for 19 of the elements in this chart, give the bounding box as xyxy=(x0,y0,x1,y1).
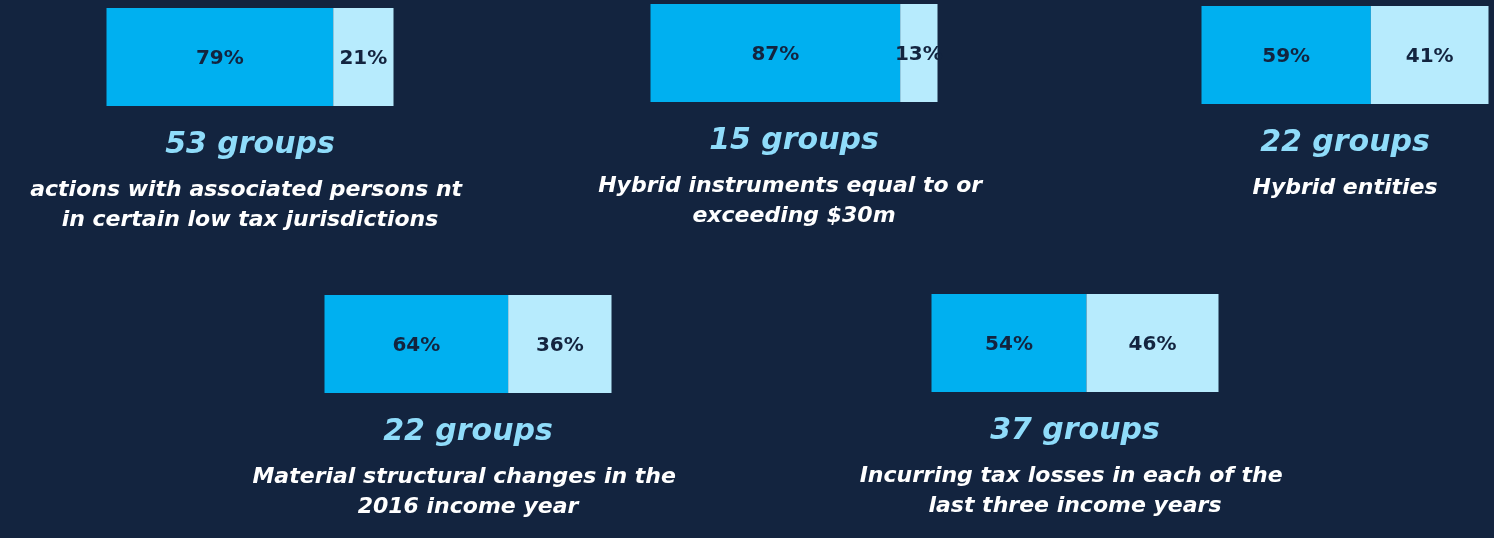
text: 15 groups xyxy=(709,120,879,156)
data-label: 79% xyxy=(195,45,244,69)
data-label: 21% xyxy=(339,45,388,69)
text: 22 groups xyxy=(383,411,553,447)
data-label: 64% xyxy=(392,332,441,356)
text: Hybrid instruments equal to or exceeding $30m xyxy=(598,171,990,227)
data-label: 41% xyxy=(1405,43,1454,67)
text: 53 groups xyxy=(165,124,335,160)
text: 37 groups xyxy=(990,410,1160,446)
text: Hybrid entities xyxy=(1252,173,1438,199)
text: actions with associated persons nt in certain low tax jurisdictions xyxy=(30,175,470,231)
data-label: 59% xyxy=(1262,43,1311,67)
data-label: 46% xyxy=(1128,331,1177,355)
data-label: 36% xyxy=(535,332,584,356)
data-label: 87% xyxy=(751,41,800,65)
text: 22 groups xyxy=(1260,122,1430,158)
data-label: 54% xyxy=(985,331,1033,355)
text: Incurring tax losses in each of the last three income years xyxy=(859,461,1291,517)
text: Material structural changes in the 2016 income year xyxy=(252,462,684,518)
